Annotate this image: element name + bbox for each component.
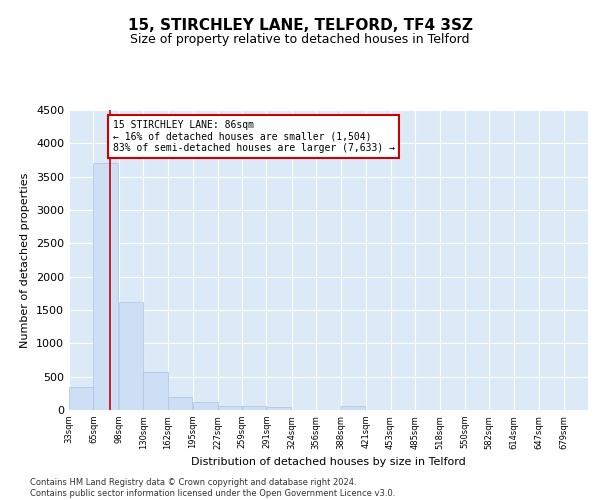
Bar [119, 302, 143, 410]
Text: 15 STIRCHLEY LANE: 86sqm
← 16% of detached houses are smaller (1,504)
83% of sem: 15 STIRCHLEY LANE: 86sqm ← 16% of detach… [113, 120, 395, 153]
Y-axis label: Number of detached properties: Number of detached properties [20, 172, 31, 348]
X-axis label: Distribution of detached houses by size in Telford: Distribution of detached houses by size … [191, 457, 466, 467]
Bar [193, 402, 218, 410]
Bar [266, 406, 291, 410]
Bar [143, 372, 168, 410]
Text: Size of property relative to detached houses in Telford: Size of property relative to detached ho… [130, 32, 470, 46]
Bar [94, 164, 118, 410]
Bar [218, 406, 242, 410]
Text: Contains HM Land Registry data © Crown copyright and database right 2024.
Contai: Contains HM Land Registry data © Crown c… [30, 478, 395, 498]
Bar [341, 406, 365, 410]
Text: 15, STIRCHLEY LANE, TELFORD, TF4 3SZ: 15, STIRCHLEY LANE, TELFORD, TF4 3SZ [128, 18, 473, 32]
Bar [242, 406, 266, 410]
Bar [168, 396, 192, 410]
Bar [69, 386, 94, 410]
